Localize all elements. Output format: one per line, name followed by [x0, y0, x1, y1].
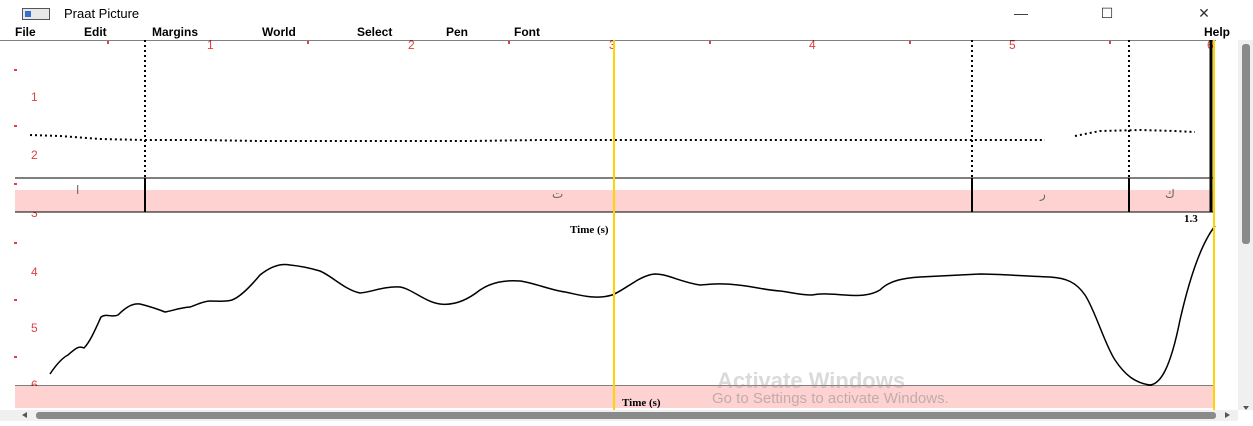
ruler-top-label-1: 1: [207, 40, 214, 52]
menu-margins[interactable]: Margins: [152, 25, 199, 39]
menu-select[interactable]: Select: [357, 25, 393, 39]
menu-bar: File Edit Margins World Select Pen Font …: [0, 24, 1253, 40]
ruler-top-label-4: 4: [809, 40, 816, 52]
tier-label-1: ا: [76, 183, 79, 197]
picture-area[interactable]: 1 2 3 4 5 6 1 2 3 4 5 6: [0, 38, 1253, 421]
ruler-left-label-2: 2: [31, 148, 38, 162]
menu-font[interactable]: Font: [514, 25, 540, 39]
minimize-button[interactable]: —: [1014, 5, 1028, 21]
ruler-left-label-5: 5: [31, 321, 38, 335]
tier-labels: ا ت ر ك: [76, 183, 1175, 202]
maximize-button[interactable]: ☐: [1100, 5, 1114, 21]
menu-world[interactable]: World: [262, 25, 296, 39]
vertical-scrollbar[interactable]: [1238, 40, 1253, 410]
ruler-left-label-6: 6: [31, 378, 38, 392]
horizontal-scroll-thumb[interactable]: [36, 412, 1216, 419]
lower-contour: [49, 225, 1216, 386]
ruler-left-label-3: 3: [31, 206, 38, 220]
ruler-left-label-1: 1: [31, 90, 38, 104]
menu-help[interactable]: Help: [1204, 25, 1231, 39]
horizontal-scrollbar[interactable]: [0, 410, 1238, 421]
vertical-scroll-thumb[interactable]: [1242, 44, 1250, 244]
menu-edit[interactable]: Edit: [84, 25, 107, 39]
scroll-left-arrow-icon[interactable]: [22, 412, 27, 418]
scroll-right-arrow-icon[interactable]: [1225, 412, 1230, 418]
menu-pen[interactable]: Pen: [446, 25, 469, 39]
scroll-down-arrow-icon[interactable]: [1243, 406, 1249, 410]
ruler-top-label-3: 3: [609, 40, 616, 52]
ruler-top-label-2: 2: [408, 40, 415, 52]
ruler-left-label-4: 4: [31, 265, 38, 279]
close-button[interactable]: ✕: [1198, 5, 1210, 21]
upper-end-time: 1.3: [1184, 213, 1198, 225]
menu-file[interactable]: File: [15, 25, 36, 39]
tier-label-3: ر: [1039, 187, 1046, 202]
window-title: Praat Picture: [64, 6, 140, 21]
activate-windows-watermark: Activate Windows: [717, 368, 906, 393]
tier-label-4: ك: [1165, 187, 1175, 201]
ruler-top-label-5: 5: [1009, 40, 1016, 52]
upper-time-axis-label: Time (s): [570, 224, 609, 236]
praat-app-icon: [22, 8, 50, 20]
activate-windows-subtext: Go to Settings to activate Windows.: [712, 390, 949, 407]
title-bar: Praat Picture — ☐ ✕: [0, 0, 1253, 24]
tier-label-2: ت: [552, 187, 563, 201]
lower-time-axis-label: Time (s): [622, 397, 661, 409]
left-ruler: 1 2 3 4 5 6: [31, 90, 38, 392]
